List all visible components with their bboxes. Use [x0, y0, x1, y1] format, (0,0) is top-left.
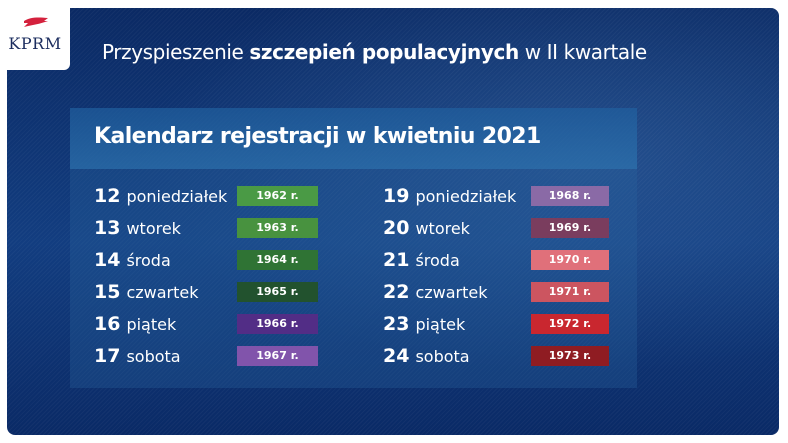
calendar-row: 14 środa 1964 r.	[94, 249, 318, 271]
day-number: 12	[94, 185, 121, 207]
birth-year-badge: 1970 r.	[531, 250, 609, 270]
flag-icon	[24, 17, 48, 27]
day-number: 20	[383, 217, 410, 239]
logo-text: KPRM	[8, 34, 62, 53]
birth-year-badge: 1965 r.	[237, 282, 318, 302]
calendar-row: 17 sobota 1967 r.	[94, 345, 318, 367]
calendar-row: 21 środa 1970 r.	[383, 249, 609, 271]
birth-year-badge: 1972 r.	[531, 314, 609, 334]
day-number: 17	[94, 345, 121, 367]
day-number: 19	[383, 185, 410, 207]
day-number: 15	[94, 281, 121, 303]
weekday-label: poniedziałek	[415, 186, 517, 206]
weekday-label: środa	[415, 250, 460, 270]
calendar-row: 24 sobota 1973 r.	[383, 345, 609, 367]
calendar-row: 23 piątek 1972 r.	[383, 313, 609, 335]
title-suffix: w II kwartale	[518, 40, 647, 64]
weekday-label: środa	[126, 250, 171, 270]
day-number: 21	[383, 249, 410, 271]
birth-year-badge: 1962 r.	[237, 186, 318, 206]
weekday-label: piątek	[415, 314, 466, 334]
birth-year-badge: 1963 r.	[237, 218, 318, 238]
kprm-logo: KPRM	[0, 0, 70, 70]
calendar-row: 16 piątek 1966 r.	[94, 313, 318, 335]
calendar-row: 19 poniedziałek 1968 r.	[383, 185, 609, 207]
day-number: 22	[383, 281, 410, 303]
calendar-row: 12 poniedziałek 1962 r.	[94, 185, 318, 207]
calendar-row: 13 wtorek 1963 r.	[94, 217, 318, 239]
calendar-row: 20 wtorek 1969 r.	[383, 217, 609, 239]
weekday-label: wtorek	[415, 218, 470, 238]
weekday-label: czwartek	[415, 282, 488, 302]
birth-year-badge: 1964 r.	[237, 250, 318, 270]
day-number: 24	[383, 345, 410, 367]
calendar-title: Kalendarz rejestracji w kwietniu 2021	[94, 124, 541, 149]
birth-year-badge: 1973 r.	[531, 346, 609, 366]
weekday-label: sobota	[126, 346, 181, 366]
weekday-label: czwartek	[126, 282, 199, 302]
weekday-label: wtorek	[126, 218, 181, 238]
calendar-card-header: Kalendarz rejestracji w kwietniu 2021	[70, 108, 637, 169]
infographic-panel: Przyspieszenie szczepień populacyjnych w…	[7, 8, 779, 435]
birth-year-badge: 1971 r.	[531, 282, 609, 302]
birth-year-badge: 1968 r.	[531, 186, 609, 206]
day-number: 23	[383, 313, 410, 335]
page-title: Przyspieszenie szczepień populacyjnych w…	[102, 40, 647, 64]
calendar-row: 15 czwartek 1965 r.	[94, 281, 318, 303]
title-bold: szczepień populacyjnych	[249, 40, 519, 64]
day-number: 14	[94, 249, 121, 271]
birth-year-badge: 1969 r.	[531, 218, 609, 238]
birth-year-badge: 1966 r.	[237, 314, 318, 334]
day-number: 13	[94, 217, 121, 239]
calendar-row: 22 czwartek 1971 r.	[383, 281, 609, 303]
calendar-card: Kalendarz rejestracji w kwietniu 2021 12…	[70, 108, 637, 388]
birth-year-badge: 1967 r.	[237, 346, 318, 366]
weekday-label: sobota	[415, 346, 470, 366]
weekday-label: piątek	[126, 314, 177, 334]
day-number: 16	[94, 313, 121, 335]
weekday-label: poniedziałek	[126, 186, 228, 206]
title-prefix: Przyspieszenie	[102, 40, 250, 64]
